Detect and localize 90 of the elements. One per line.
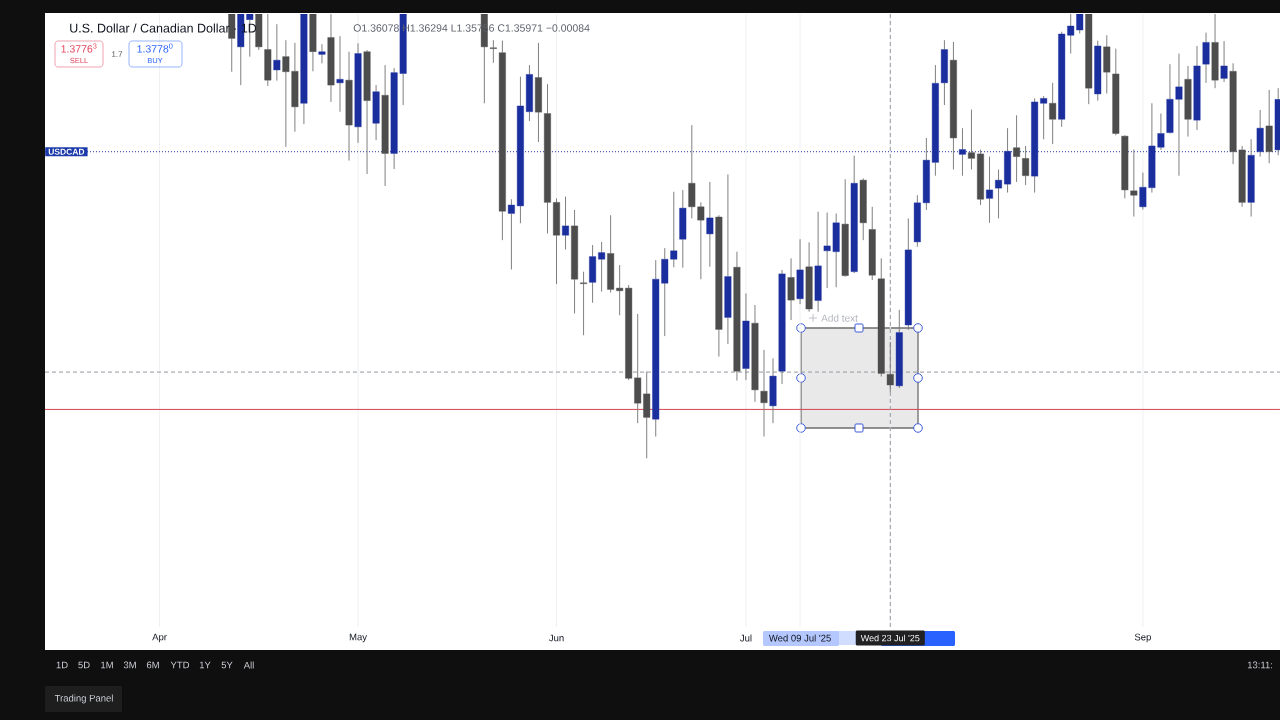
candlestick: [841, 178, 849, 276]
candlestick: [1220, 40, 1228, 83]
candlestick: [769, 357, 777, 424]
text: 1M: [101, 661, 113, 669]
candlestick: [995, 168, 1002, 219]
candlestick: [327, 13, 335, 103]
candlestick: [264, 13, 272, 87]
candlestick: [968, 109, 975, 170]
candlestick: [977, 148, 984, 206]
candlestick: [688, 124, 696, 219]
candlestick: [589, 244, 597, 304]
candlestick: [1112, 48, 1120, 136]
ref-line-label: USDCAD: [48, 148, 85, 155]
candlestick: [805, 241, 813, 313]
candlestick: [571, 209, 578, 314]
candlestick: [381, 64, 389, 187]
candlestick: [489, 39, 497, 64]
text: YTD: [170, 661, 190, 669]
candlestick: [1202, 32, 1210, 84]
x-tick-label: Apr: [152, 633, 167, 643]
candlestick: [787, 257, 795, 321]
text: Trading Panel: [54, 694, 113, 704]
candlestick: [1265, 89, 1273, 164]
candlestick: [535, 42, 542, 143]
candlestick: [598, 241, 606, 293]
candlestick: [562, 196, 569, 250]
candlestick: [507, 198, 515, 270]
candlestick: [363, 49, 371, 175]
candlestick: [1013, 114, 1021, 183]
candlestick: [544, 83, 551, 234]
candlestick: [904, 217, 912, 331]
candlestick: [1022, 145, 1030, 186]
annotation: Add text: [821, 314, 858, 322]
text: 13:11:: [1247, 661, 1273, 669]
candlestick: [1193, 45, 1201, 131]
candlestick: [1211, 13, 1219, 89]
candlestick: [526, 64, 533, 122]
x-tick-label: May: [349, 633, 367, 643]
candlestick: [715, 214, 723, 358]
candlestick: [580, 271, 588, 336]
candlestick: [796, 238, 804, 305]
candlestick: [706, 181, 714, 268]
text: 6M: [146, 661, 159, 669]
candlestick: [859, 177, 867, 241]
candlestick: [498, 40, 506, 241]
candlestick: [345, 51, 353, 162]
text: 1Y: [199, 661, 211, 669]
candlestick: [940, 39, 948, 106]
text: 5Y: [221, 661, 233, 669]
candlestick: [760, 349, 768, 438]
candlestick: [679, 189, 687, 269]
candlestick: [309, 13, 317, 72]
annotation: 1.3778$^{0}$: [137, 43, 173, 53]
candlestick: [986, 156, 993, 224]
text: 5D: [78, 661, 90, 669]
candlestick: [724, 173, 732, 345]
x-tick-label: Wed 09 Jul '25: [768, 634, 831, 642]
candlestick: [1184, 65, 1192, 138]
x-tick-label: Jul: [740, 634, 752, 642]
candlestick: [697, 201, 705, 280]
candlestick: [354, 42, 362, 144]
x-tick-label: Wed 23 Jul '25: [860, 634, 920, 642]
candlestick: [868, 206, 876, 281]
text: All: [243, 661, 254, 669]
candlestick: [778, 269, 786, 385]
candlestick: [1130, 148, 1138, 218]
candlestick: [372, 84, 380, 141]
candlestick: [273, 23, 281, 82]
text: 1D: [56, 661, 68, 669]
x-tick-label: Sep: [1134, 633, 1151, 643]
x-tick-label: Jun: [549, 634, 564, 642]
candlestick: [733, 251, 741, 382]
candlestick: [751, 304, 759, 403]
candlestick: [300, 13, 308, 125]
candlestick: [886, 341, 894, 393]
candlestick: [895, 309, 903, 389]
text: 3M: [123, 661, 136, 669]
annotation: 1.3776$^{3}$: [61, 43, 97, 53]
candlestick: [336, 35, 344, 113]
candlestick: [670, 191, 678, 268]
candlestick: [1049, 82, 1057, 145]
candlestick: [318, 43, 326, 64]
candlestick: [1103, 34, 1111, 95]
candlestick: [949, 41, 957, 170]
annotation: 1.7: [112, 51, 123, 57]
candlestick: [742, 292, 750, 381]
candlestick: [877, 257, 885, 378]
candlestick: [1166, 63, 1174, 133]
candlestick: [814, 211, 822, 313]
candlestick: [553, 197, 560, 285]
